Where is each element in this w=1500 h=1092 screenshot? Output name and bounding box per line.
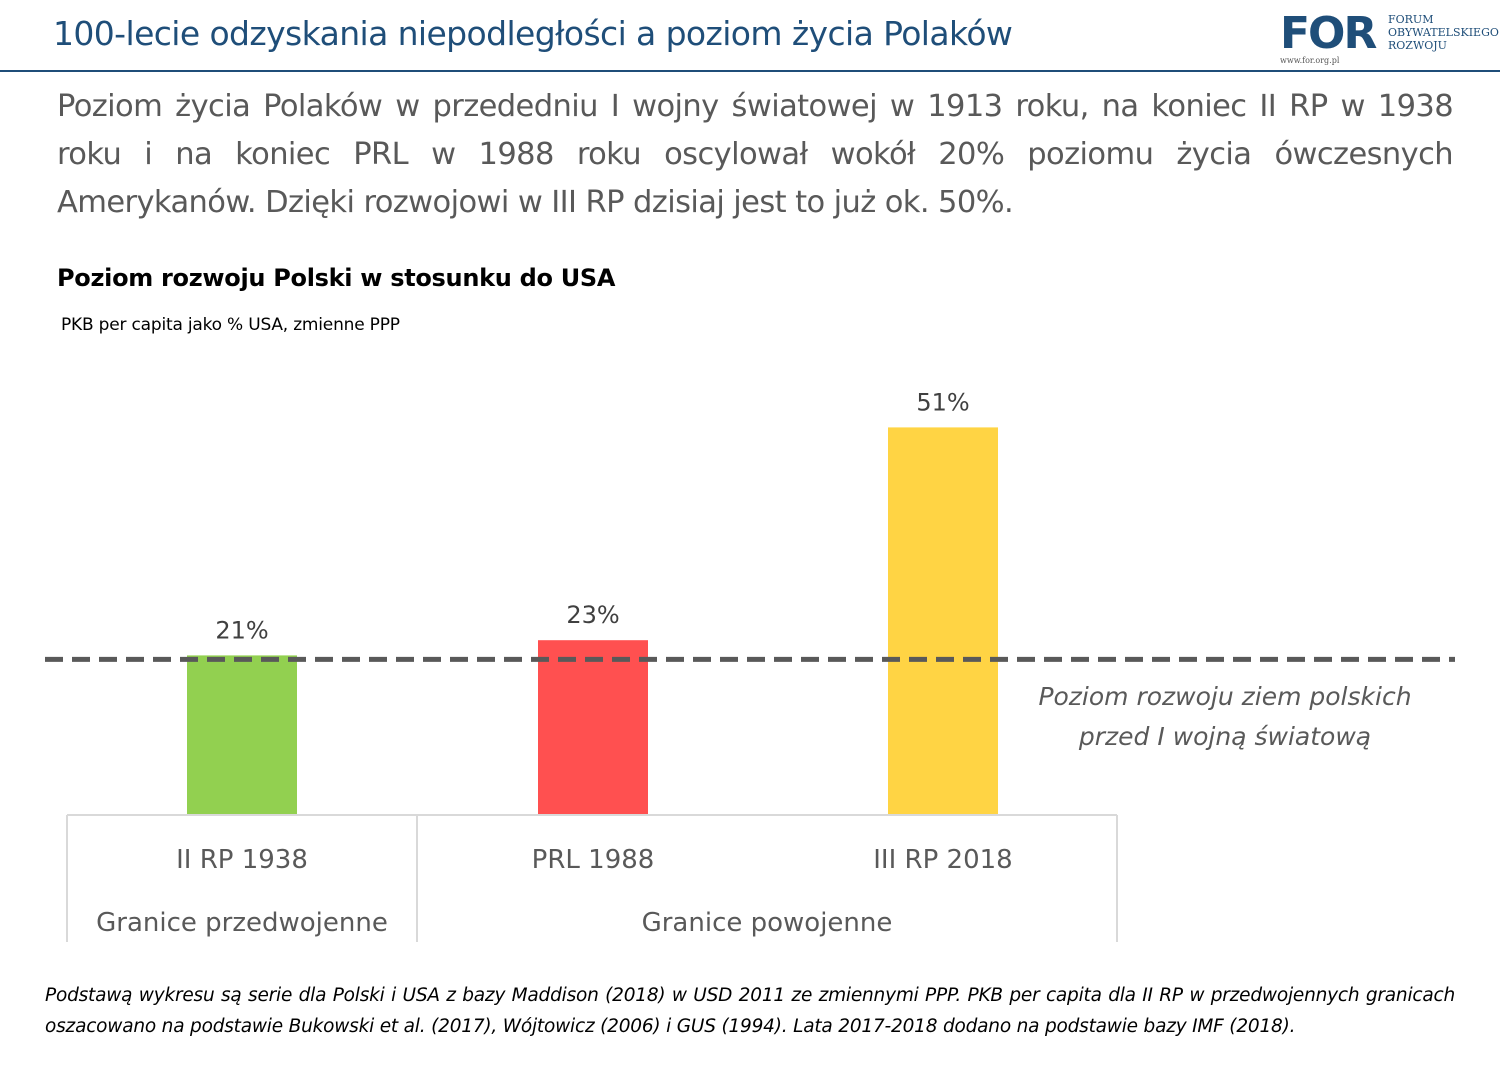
slide-title: 100-lecie odzyskania niepodległości a po…: [53, 14, 1013, 53]
logo-url: www.for.org.pl: [1280, 56, 1340, 65]
title-divider: [0, 70, 1500, 72]
bar-1: [187, 655, 297, 815]
category-label-2: PRL 1988: [532, 845, 655, 875]
reference-label-line-1: Poziom rozwoju ziem polskich: [1038, 682, 1411, 711]
group-label-1: Granice przedwojenne: [96, 908, 388, 938]
logo-line-1: FORUM: [1388, 13, 1434, 26]
data-label-2: 23%: [566, 601, 619, 629]
chart-title: Poziom rozwoju Polski w stosunku do USA: [57, 264, 616, 292]
logo-line-2: OBYWATELSKIEGO: [1388, 26, 1499, 39]
logo-text: FORUM OBYWATELSKIEGO ROZWOJU: [1388, 13, 1499, 52]
logo-line-3: ROZWOJU: [1388, 39, 1447, 52]
bar-2: [538, 640, 648, 815]
chart-subtitle: PKB per capita jako % USA, zmienne PPP: [61, 315, 400, 335]
bar-3: [888, 427, 998, 815]
lead-text: Poziom życia Polaków w przededniu I wojn…: [57, 89, 1454, 220]
footnote: Podstawą wykresu są serie dla Polski i U…: [45, 985, 1455, 1037]
reference-label-line-2: przed I wojną światową: [1078, 722, 1371, 751]
category-label-1: II RP 1938: [176, 845, 308, 875]
for-logo: FOR FORUM OBYWATELSKIEGO ROZWOJU www.for…: [1280, 8, 1499, 68]
data-label-3: 51%: [916, 388, 969, 416]
group-label-2: Granice powojenne: [642, 908, 893, 938]
data-label-1: 21%: [215, 616, 268, 644]
logo-mark: FOR: [1280, 8, 1377, 59]
category-label-3: III RP 2018: [873, 845, 1012, 875]
